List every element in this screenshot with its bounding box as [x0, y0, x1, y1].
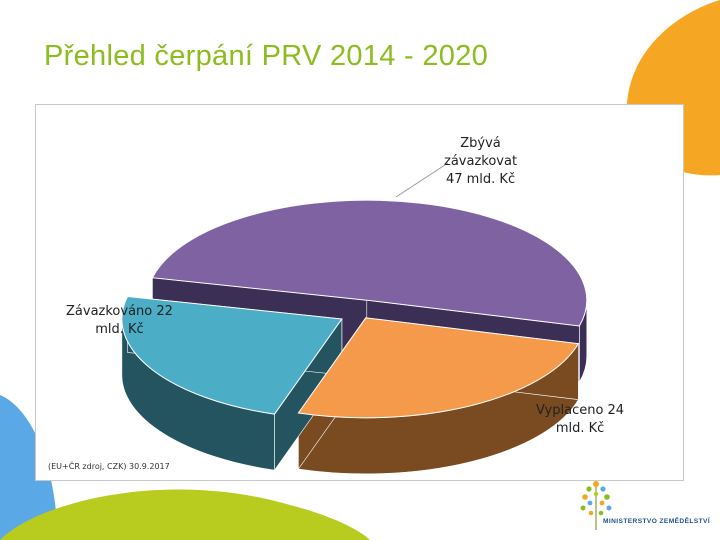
slice-label-vyplaceno: Vyplaceno 24 mld. Kč [536, 403, 625, 436]
green-bottom-shape [0, 489, 370, 540]
slide-title: Přehled čerpání PRV 2014 - 2020 [44, 40, 489, 72]
pie-chart: Zbývá závazkovat 47 mld. Kč Závazkováno … [35, 104, 684, 481]
source-note: (EU+ČR zdroj, CZK) 30.9.2017 [48, 462, 170, 471]
logo-text: MINISTERSTVO ZEMĚDĚLSTVÍ [603, 518, 711, 525]
ministry-logo: MINISTERSTVO ZEMĚDĚLSTVÍ [572, 476, 717, 536]
slice-zavazkovano [121, 295, 343, 415]
label-leader-line [395, 162, 449, 198]
pie-chart-svg [121, 162, 588, 475]
blue-corner-shape [0, 395, 58, 540]
slice-vyplaceno [297, 317, 580, 419]
slice-label-zavazkovano: Závazkováno 22 mld. Kč [66, 304, 173, 337]
wheat-sprig-icon [580, 481, 612, 530]
slice-label-zbyva: Zbývá závazkovat 47 mld. Kč [444, 136, 518, 187]
slice-zbyva [151, 199, 588, 327]
